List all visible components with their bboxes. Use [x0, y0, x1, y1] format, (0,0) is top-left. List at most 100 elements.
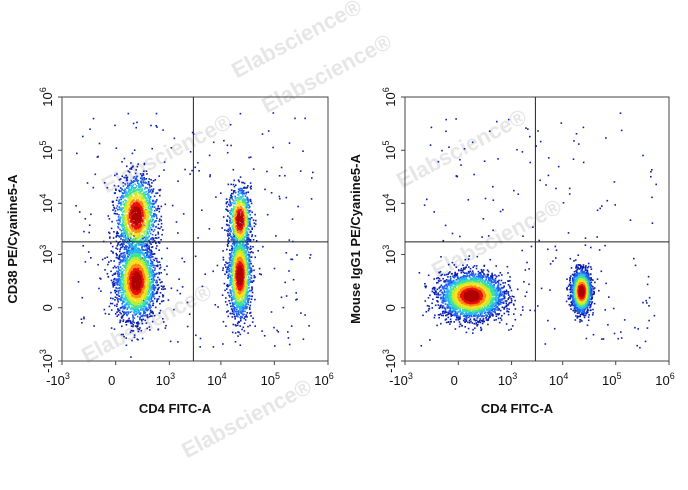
- event-dot: [123, 311, 126, 313]
- event-dot: [120, 316, 123, 318]
- event-dot: [142, 294, 145, 297]
- event-dot: [139, 242, 141, 245]
- event-dot: [230, 265, 233, 267]
- event-dot: [134, 232, 136, 235]
- event-dot: [127, 194, 130, 196]
- event-dot: [137, 258, 139, 261]
- event-dot: [137, 234, 139, 236]
- event-dot: [131, 257, 134, 260]
- event-dot: [229, 302, 231, 305]
- event-dot: [232, 302, 234, 304]
- event-dot: [132, 255, 135, 258]
- event-dot: [231, 192, 233, 195]
- event-dot: [137, 243, 140, 246]
- event-dot: [129, 227, 132, 229]
- event-dot: [104, 269, 106, 271]
- event-dot: [147, 194, 149, 197]
- event-dot: [235, 315, 238, 317]
- event-dot: [118, 271, 120, 274]
- event-dot: [136, 165, 139, 168]
- event-dot: [250, 251, 253, 253]
- event-dot: [134, 262, 137, 264]
- event-dot: [229, 232, 231, 235]
- event-dot: [243, 229, 245, 231]
- event-dot: [124, 321, 127, 323]
- event-dot: [129, 236, 132, 238]
- event-dot: [232, 217, 235, 219]
- event-dot: [129, 308, 132, 310]
- event-dot: [234, 257, 236, 259]
- event-dot: [135, 250, 138, 252]
- event-dot: [125, 292, 128, 294]
- event-dot: [125, 191, 128, 193]
- event-dot: [224, 229, 226, 231]
- event-dot: [130, 255, 132, 258]
- event-dot: [156, 265, 159, 268]
- event-dot: [115, 293, 118, 296]
- event-dot: [159, 266, 162, 269]
- event-dot: [82, 135, 84, 138]
- event-dot: [92, 117, 95, 120]
- event-dot: [124, 183, 127, 186]
- event-dot: [241, 295, 244, 297]
- event-dot: [249, 308, 251, 310]
- event-dot: [234, 203, 237, 205]
- event-dot: [143, 206, 145, 209]
- event-dot: [245, 314, 248, 316]
- event-dot: [121, 279, 124, 281]
- event-dot: [249, 239, 251, 241]
- event-dot: [266, 170, 268, 173]
- event-dot: [130, 252, 132, 255]
- event-dot: [128, 195, 130, 198]
- event-dot: [124, 209, 127, 211]
- event-dot: [120, 312, 122, 315]
- watermark-text: Elabscience®: [427, 194, 565, 283]
- event-dot: [113, 265, 116, 268]
- event-dot: [143, 310, 145, 313]
- event-dot: [248, 272, 251, 274]
- event-dot: [140, 329, 143, 332]
- event-dot: [230, 204, 233, 206]
- event-dot: [247, 239, 250, 242]
- event-dot: [77, 281, 80, 283]
- event-dot: [125, 273, 128, 276]
- event-dot: [135, 246, 137, 248]
- event-dot: [146, 251, 148, 253]
- event-dot: [144, 188, 146, 190]
- event-dot: [117, 185, 120, 187]
- event-dot: [116, 305, 118, 307]
- event-dot: [80, 318, 83, 320]
- event-dot: [136, 240, 138, 242]
- event-dot: [189, 151, 192, 153]
- event-dot: [151, 202, 153, 205]
- event-dot: [227, 242, 230, 244]
- event-dot: [164, 288, 166, 290]
- event-dot: [169, 340, 172, 343]
- event-dot: [119, 266, 122, 268]
- event-dot: [116, 303, 118, 305]
- event-dot: [145, 206, 147, 208]
- event-dot: [116, 281, 119, 284]
- event-dot: [292, 278, 295, 281]
- event-dot: [150, 249, 152, 252]
- event-dot: [150, 315, 152, 317]
- event-dot: [231, 249, 234, 251]
- event-dot: [229, 221, 231, 224]
- event-dot: [126, 176, 129, 179]
- event-dot: [150, 268, 152, 270]
- event-dot: [152, 275, 154, 278]
- event-dot: [247, 325, 249, 328]
- event-dot: [214, 304, 217, 306]
- event-dot: [252, 317, 254, 320]
- plot-frame: [61, 96, 329, 362]
- event-dot: [123, 225, 125, 227]
- event-dot: [152, 283, 154, 286]
- event-dot: [131, 181, 133, 184]
- event-dot: [112, 280, 115, 283]
- event-dot: [124, 261, 127, 263]
- event-dot: [126, 254, 129, 256]
- event-dot: [149, 232, 152, 235]
- event-dot: [124, 305, 127, 307]
- event-dot: [173, 308, 175, 311]
- event-dot: [143, 312, 145, 314]
